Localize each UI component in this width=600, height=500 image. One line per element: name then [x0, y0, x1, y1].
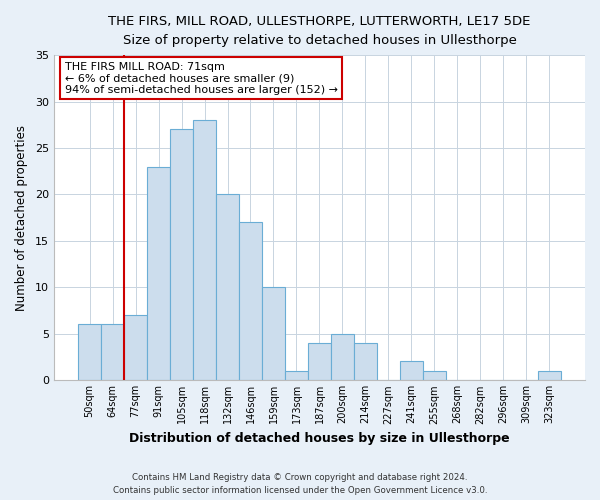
- Bar: [538, 370, 561, 380]
- Bar: [101, 324, 124, 380]
- Text: Contains HM Land Registry data © Crown copyright and database right 2024.
Contai: Contains HM Land Registry data © Crown c…: [113, 474, 487, 495]
- Bar: [308, 343, 331, 380]
- Bar: [193, 120, 216, 380]
- X-axis label: Distribution of detached houses by size in Ullesthorpe: Distribution of detached houses by size …: [129, 432, 510, 445]
- Bar: [170, 130, 193, 380]
- Bar: [400, 362, 423, 380]
- Bar: [124, 315, 147, 380]
- Bar: [285, 370, 308, 380]
- Bar: [423, 370, 446, 380]
- Bar: [78, 324, 101, 380]
- Y-axis label: Number of detached properties: Number of detached properties: [15, 124, 28, 310]
- Bar: [331, 334, 354, 380]
- Bar: [262, 287, 285, 380]
- Bar: [147, 166, 170, 380]
- Bar: [239, 222, 262, 380]
- Bar: [216, 194, 239, 380]
- Bar: [354, 343, 377, 380]
- Title: THE FIRS, MILL ROAD, ULLESTHORPE, LUTTERWORTH, LE17 5DE
Size of property relativ: THE FIRS, MILL ROAD, ULLESTHORPE, LUTTER…: [108, 15, 530, 47]
- Text: THE FIRS MILL ROAD: 71sqm
← 6% of detached houses are smaller (9)
94% of semi-de: THE FIRS MILL ROAD: 71sqm ← 6% of detach…: [65, 62, 338, 95]
